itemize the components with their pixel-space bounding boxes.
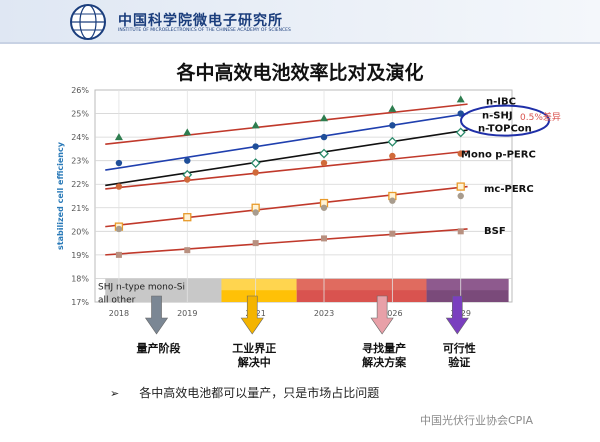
highlight-ellipse	[460, 104, 550, 137]
globe-logo-icon	[70, 4, 106, 40]
slide-title: 各中高效电池效率比对及演化	[176, 62, 424, 84]
data-point	[320, 204, 328, 211]
data-point	[319, 148, 329, 159]
data-point	[457, 228, 464, 235]
data-point	[184, 247, 191, 254]
data-point	[115, 225, 123, 233]
data-point	[457, 150, 464, 157]
bullet-icon: ➢	[110, 387, 120, 400]
data-point	[252, 209, 259, 216]
trend-line	[105, 103, 468, 145]
annotation-text: 0.5%差异	[520, 111, 561, 123]
data-point	[114, 133, 123, 141]
x-tick-label: 2026	[382, 309, 402, 318]
data-point	[387, 136, 398, 147]
org-name: 中国科学院微电子研究所	[118, 13, 283, 29]
series-label: BSF	[484, 226, 506, 237]
header: 中国科学院微电子研究所 INSTITUTE OF MICROELECTRONIC…	[0, 0, 600, 44]
y-tick-label: 22%	[71, 180, 89, 189]
trend-line	[105, 112, 468, 171]
trend-line	[105, 129, 468, 187]
data-point	[320, 133, 328, 141]
trend-line	[105, 150, 468, 190]
data-point	[115, 183, 123, 190]
data-point	[115, 159, 123, 167]
data-point	[251, 121, 260, 129]
series-label: n-IBC	[486, 97, 516, 108]
series-label: Mono p-PERC	[461, 150, 536, 161]
data-point	[389, 122, 396, 129]
series-label: mc-PERC	[484, 184, 534, 195]
data-point	[389, 197, 396, 204]
org-subtitle: INSTITUTE OF MICROELECTRONICS OF THE CHI…	[118, 28, 291, 33]
market-bar-shj-share	[426, 278, 509, 291]
market-bar-shj-share	[296, 278, 427, 291]
stage-label: 工业界正	[232, 341, 276, 355]
market-label-other: all other	[98, 295, 136, 305]
data-point	[320, 159, 328, 167]
series-label: n-TOPCon	[478, 124, 532, 135]
data-point	[252, 240, 259, 247]
stage-arrow	[370, 295, 394, 335]
plot-area	[94, 89, 513, 303]
data-point	[321, 235, 328, 242]
data-point	[183, 128, 192, 136]
y-tick-label: 17%	[71, 298, 89, 307]
y-tick-label: 26%	[71, 86, 89, 95]
data-point	[388, 104, 397, 112]
footnote-text: 各中高效电池都可以量产，只是市场占比问题	[139, 386, 380, 400]
y-tick-label: 19%	[71, 251, 89, 260]
trend-line	[105, 185, 468, 228]
data-point	[456, 95, 465, 103]
data-point	[389, 152, 396, 160]
stage-label: 解决方案	[362, 355, 407, 369]
data-point	[252, 169, 259, 176]
y-tick-label: 21%	[71, 204, 89, 213]
stage-arrow	[240, 295, 264, 335]
y-axis-label: stabilized cell efficiency	[56, 141, 65, 250]
y-tick-label: 23%	[71, 157, 89, 166]
stage-arrow	[445, 295, 469, 335]
stage-label: 寻找量产	[362, 341, 406, 355]
stage-arrow	[144, 295, 169, 335]
x-tick-label: 2023	[314, 309, 334, 318]
data-point	[115, 251, 122, 258]
data-point	[389, 230, 396, 237]
x-tick-label: 2018	[109, 309, 129, 318]
data-point	[183, 213, 192, 222]
data-point	[252, 143, 259, 150]
header-banner	[0, 0, 600, 44]
watermark: 中国光伏行业协会CPIA	[420, 414, 534, 427]
market-bar-shj-share	[221, 278, 297, 291]
data-point	[456, 182, 465, 191]
data-point	[320, 114, 329, 122]
y-tick-label: 25%	[71, 110, 89, 119]
trend-line	[105, 228, 468, 256]
series-label: n-SHJ	[482, 111, 513, 122]
stage-label: 量产阶段	[137, 341, 181, 355]
data-point	[184, 157, 191, 164]
data-point	[455, 127, 466, 138]
data-point	[457, 192, 464, 200]
market-label-shj: SHJ n-type mono-Si	[98, 282, 185, 292]
y-tick-label: 18%	[71, 274, 89, 283]
data-point	[184, 176, 191, 183]
data-point	[457, 110, 464, 117]
stage-label: 验证	[448, 355, 470, 369]
footnote: ➢ 各中高效电池都可以量产，只是市场占比问题	[110, 384, 379, 401]
stage-label: 可行性	[443, 341, 476, 355]
y-tick-label: 20%	[71, 227, 89, 236]
market-bar-segment	[105, 278, 222, 302]
y-tick-label: 24%	[71, 133, 89, 142]
data-point	[250, 158, 261, 168]
x-tick-label: 2019	[177, 309, 197, 318]
stage-label: 解决中	[238, 355, 271, 369]
